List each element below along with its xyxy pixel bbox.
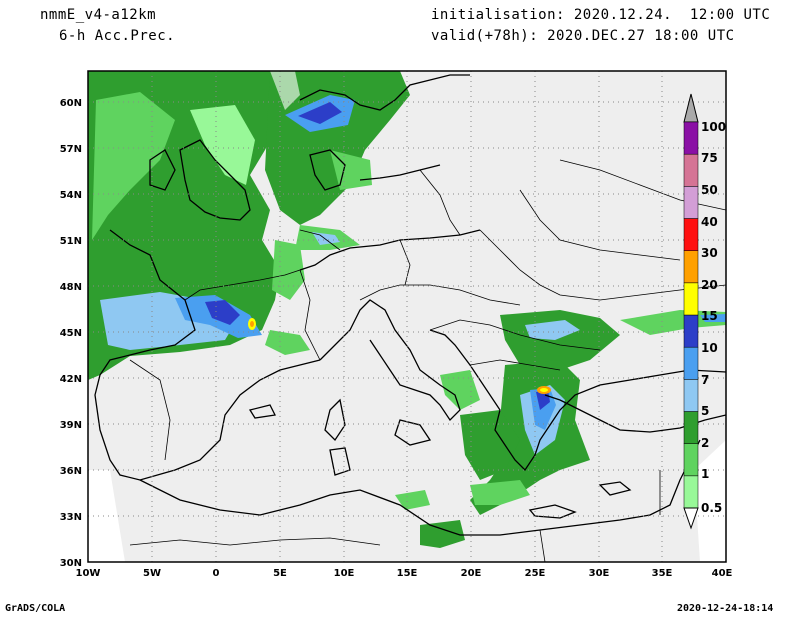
borders [129,159,726,562]
lat-tick: 60N [60,98,82,109]
lon-tick: 35E [652,568,673,579]
lon-tick: 15E [397,568,418,579]
lat-tick: 45N [60,328,82,339]
colorbar-label: 40 [701,215,718,229]
colorbar-swatch [683,218,699,251]
precip-field-south [395,370,530,548]
init-time: initialisation: 2020.12.24. 12:00 UTC [431,7,771,23]
lat-tick: 51N [60,236,82,247]
colorbar-swatch [683,153,699,187]
valid-time: valid(+78h): 2020.DEC.27 18:00 UTC [431,28,735,44]
colorbar-label: 5 [701,404,709,418]
colorbar-label: 30 [701,246,718,260]
colorbar-swatch [683,121,699,155]
lat-tick: 42N [60,374,82,385]
lon-tick: 5E [273,568,287,579]
colorbar-swatch [683,186,699,219]
colorbar-swatch [683,282,699,316]
colorbar-label: 2 [701,436,709,450]
lat-tick: 36N [60,466,82,477]
colorbar-label: 1 [701,467,709,481]
colorbar-label: 20 [701,278,718,292]
colorbar-bottom-arrow [683,507,699,530]
colorbar-swatch [683,475,699,509]
colorbar-label: 75 [701,151,718,165]
lat-tick: 39N [60,420,82,431]
colorbar: 0.5 1 2 5 7 10 15 20 30 40 50 75 100 [683,93,726,530]
colorbar-swatch [683,250,699,284]
lon-tick: 10W [76,568,101,579]
colorbar-swatch [683,314,699,348]
lat-tick: 54N [60,190,82,201]
lon-tick: 10E [334,568,355,579]
precip-field-west [88,71,310,380]
colorbar-label: 0.5 [701,501,722,515]
lon-tick: 40E [712,568,733,579]
render-timestamp: 2020-12-24-18:14 [677,603,774,614]
lat-tick: 30N [60,558,82,569]
map-frame [87,70,727,563]
colorbar-label: 7 [701,373,709,387]
lat-axis: 60N 57N 54N 51N 48N 45N 42N 39N 36N 33N … [60,98,82,569]
lat-tick: 33N [60,512,82,523]
lat-tick: 57N [60,144,82,155]
colorbar-label: 10 [701,341,718,355]
precip-field-balkans [460,310,726,515]
lon-axis: 10W 5W 0 5E 10E 15E 20E 25E 30E 35E 40E [76,568,733,579]
colorbar-label: 50 [701,183,718,197]
lon-tick: 0 [213,568,220,579]
colorbar-swatch [683,443,699,477]
model-name: nmmE_v4-a12km [40,7,157,23]
field-name: 6-h Acc.Prec. [59,28,176,44]
colorbar-swatch [683,411,699,444]
coastlines [94,74,726,536]
colorbar-swatch [683,379,699,412]
colorbar-label: 15 [701,309,718,323]
lat-tick: 48N [60,282,82,293]
lon-tick: 5W [143,568,161,579]
lon-tick: 25E [525,568,546,579]
colorbar-label: 100 [701,120,726,134]
lon-tick: 30E [589,568,610,579]
software-credit: GrADS/COLA [5,603,66,614]
grid-lines [88,71,726,562]
colorbar-swatch [683,346,699,380]
lon-tick: 20E [461,568,482,579]
